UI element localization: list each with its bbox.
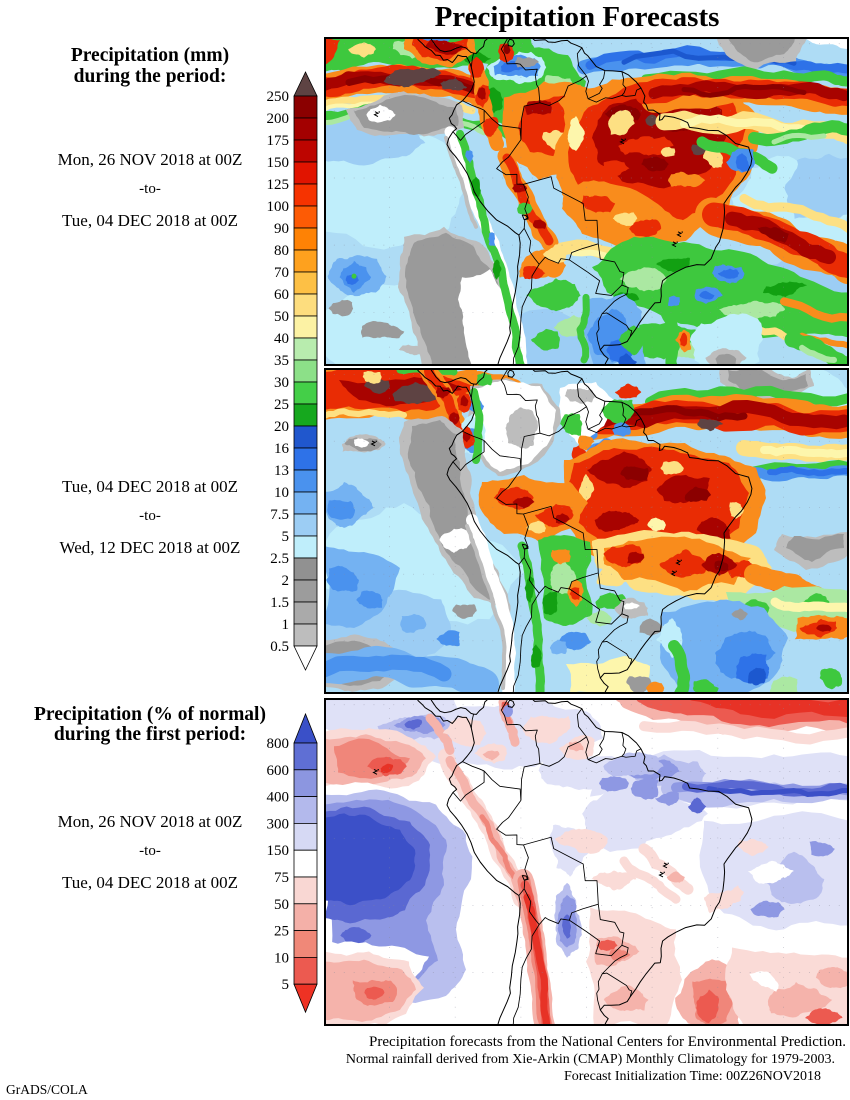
svg-text:2: 2 [282,573,290,589]
svg-text:0.5: 0.5 [270,639,289,655]
svg-text:30: 30 [274,375,289,391]
svg-text:800: 800 [267,736,290,752]
svg-text:13: 13 [274,463,289,479]
svg-text:1: 1 [282,617,290,633]
svg-text:16: 16 [274,441,290,457]
svg-text:50: 50 [274,897,289,913]
svg-text:7.5: 7.5 [270,507,289,523]
svg-text:1.5: 1.5 [270,595,289,611]
svg-text:35: 35 [274,353,289,369]
svg-text:100: 100 [267,199,290,215]
svg-text:90: 90 [274,221,289,237]
svg-text:10: 10 [274,950,289,966]
svg-text:25: 25 [274,397,289,413]
svg-text:175: 175 [267,133,290,149]
svg-text:200: 200 [267,111,290,127]
svg-text:50: 50 [274,309,289,325]
svg-text:150: 150 [267,843,290,859]
svg-text:60: 60 [274,287,289,303]
svg-text:5: 5 [282,529,290,545]
svg-text:125: 125 [267,177,290,193]
svg-text:400: 400 [267,790,290,806]
svg-text:10: 10 [274,485,289,501]
svg-text:250: 250 [267,89,290,105]
svg-text:150: 150 [267,155,290,171]
svg-text:80: 80 [274,243,289,259]
svg-text:70: 70 [274,265,289,281]
svg-text:600: 600 [267,763,290,779]
svg-text:5: 5 [282,977,290,993]
svg-text:2.5: 2.5 [270,551,289,567]
svg-text:300: 300 [267,816,290,832]
svg-text:40: 40 [274,331,289,347]
svg-text:20: 20 [274,419,289,435]
svg-text:75: 75 [274,870,289,886]
svg-text:25: 25 [274,924,289,940]
